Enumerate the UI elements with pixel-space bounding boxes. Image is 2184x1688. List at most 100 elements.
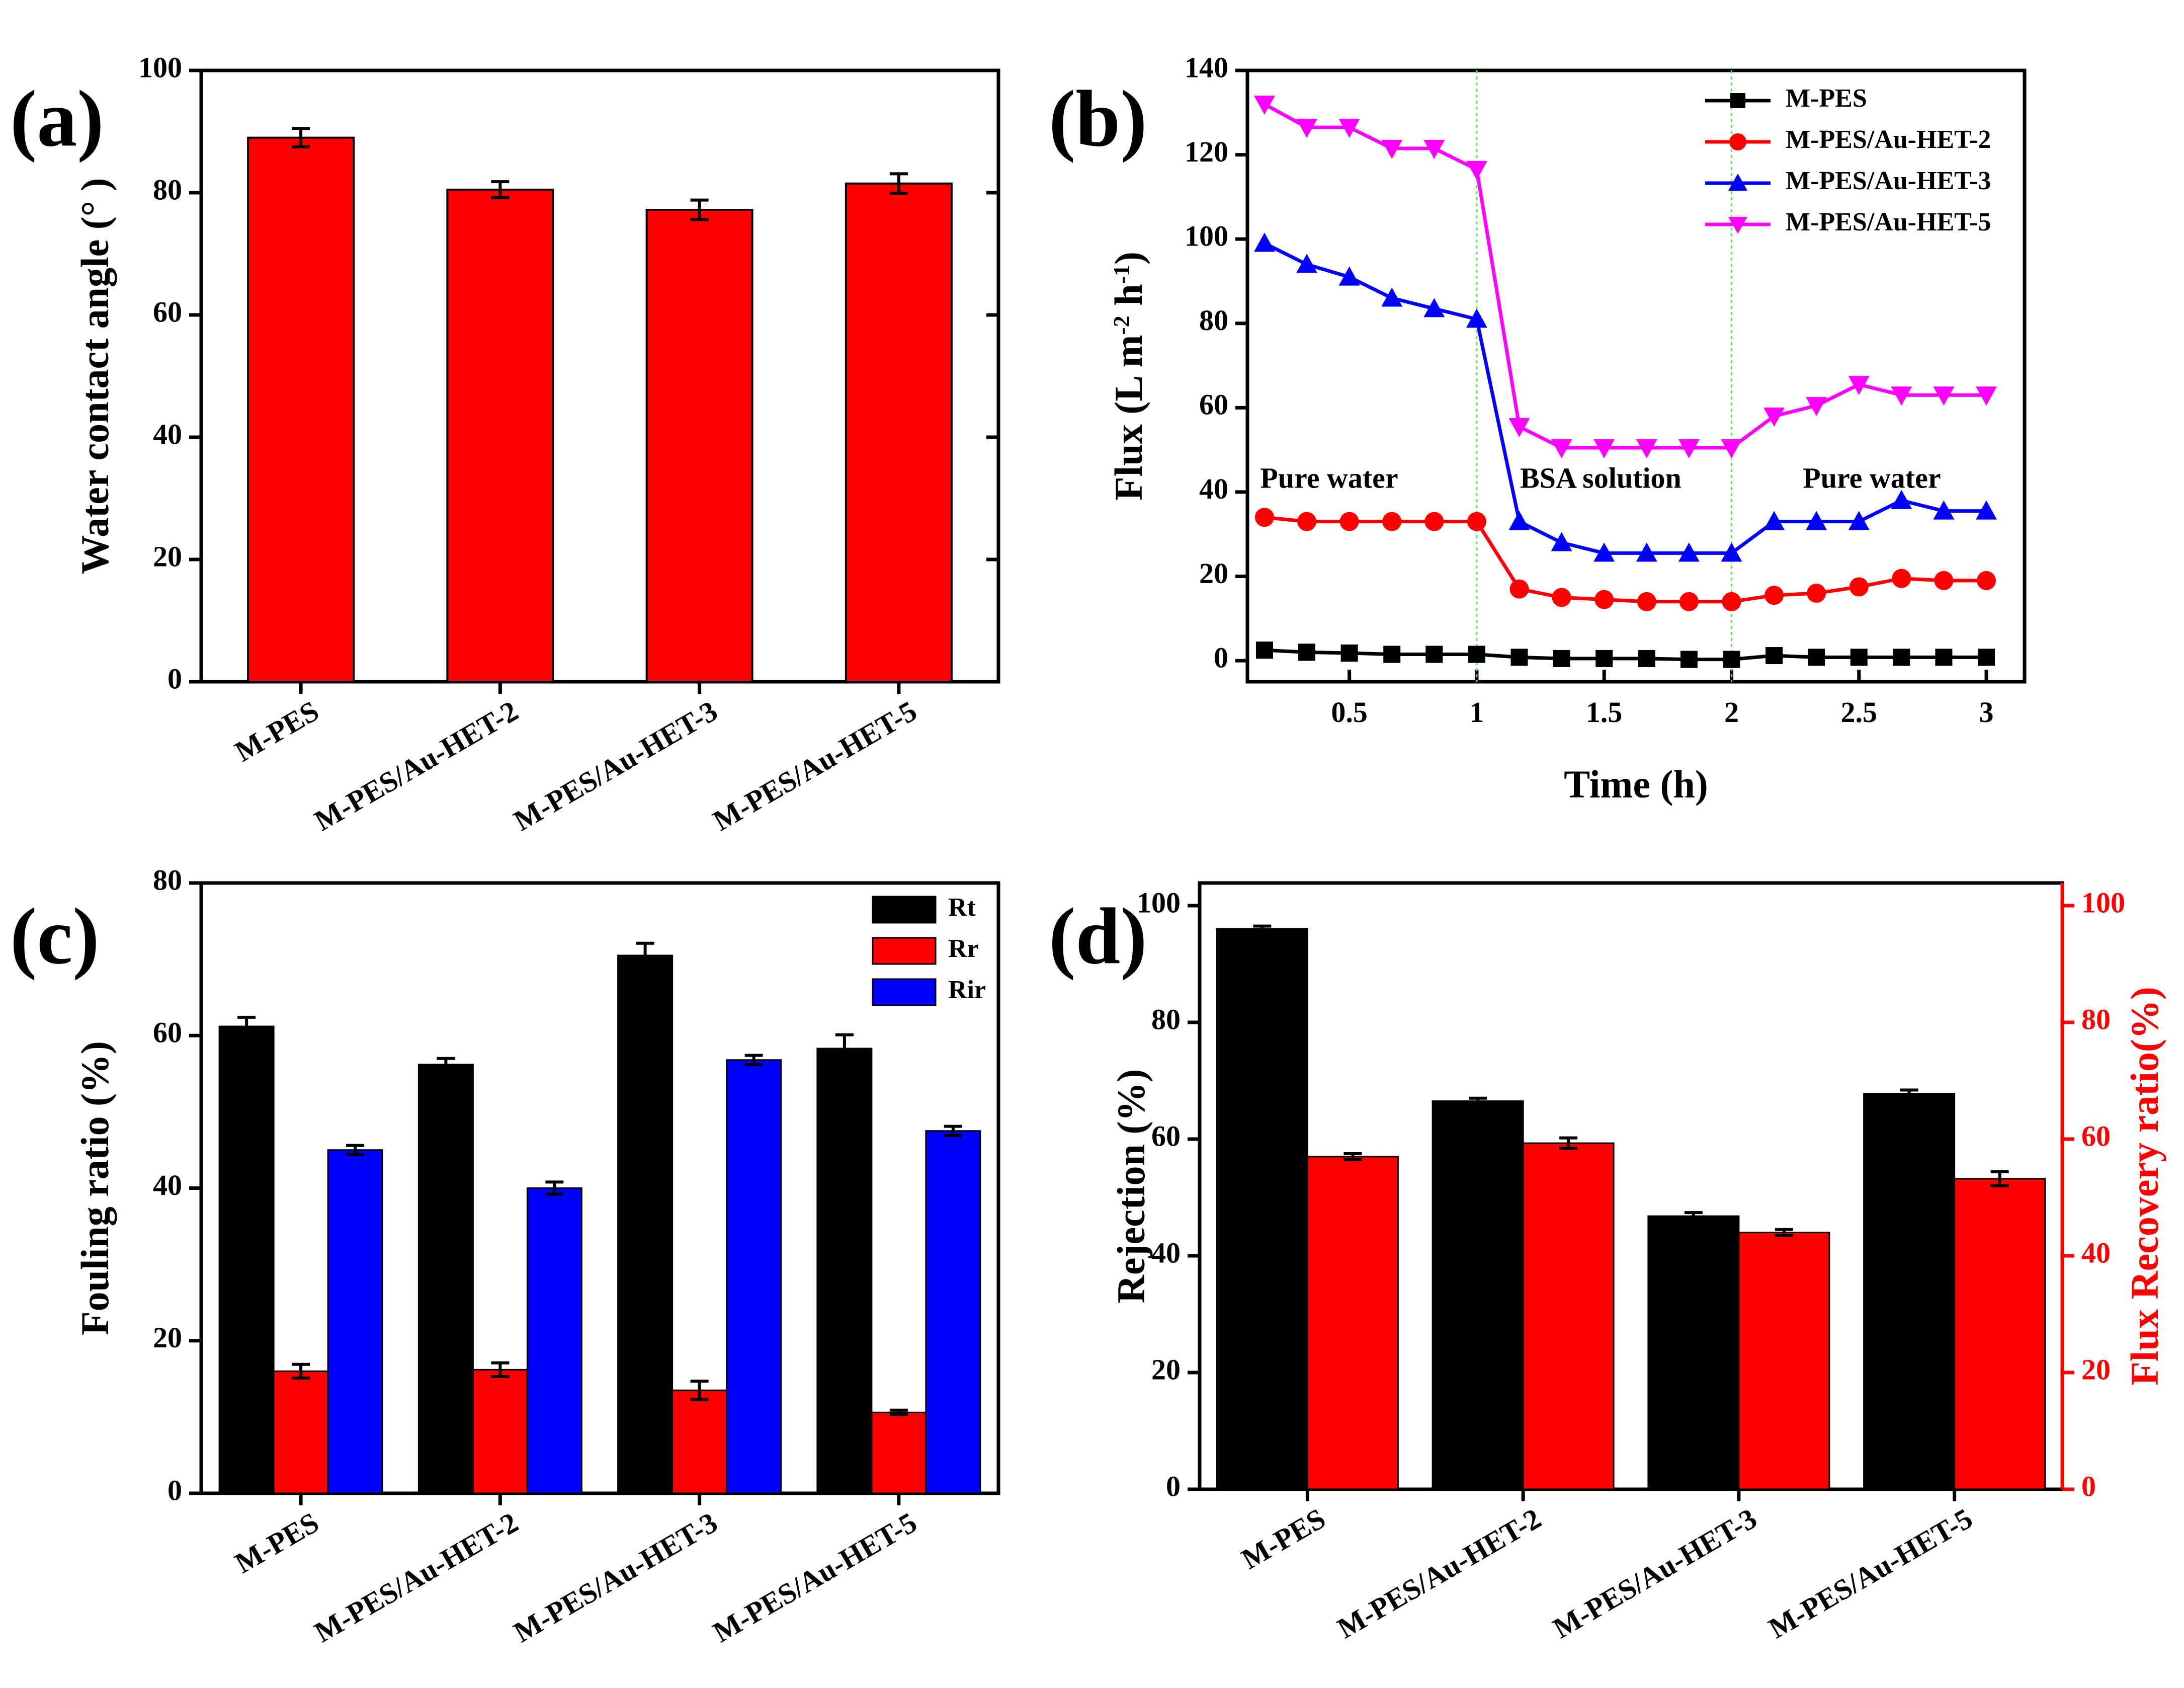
panel-label: (c) — [10, 891, 100, 981]
data-point — [1808, 649, 1825, 666]
data-point — [1721, 439, 1742, 458]
data-point — [1339, 512, 1359, 531]
data-point — [1806, 397, 1827, 417]
data-point — [1638, 650, 1655, 667]
legend-marker — [1728, 217, 1747, 234]
data-point — [1935, 649, 1953, 666]
data-point — [1893, 649, 1910, 666]
legend-label: M-PES/Au-HET-2 — [1786, 125, 1991, 154]
panel-c: (c)020406080M-PESM-PES/Au-HET-2M-PES/Au-… — [10, 863, 1000, 1649]
data-point — [1253, 232, 1275, 252]
data-point — [1636, 542, 1657, 562]
data-point — [1338, 266, 1360, 286]
y-tick-label: 0 — [1166, 1470, 1181, 1502]
bar — [417, 1064, 474, 1494]
data-point — [1678, 542, 1700, 562]
legend-label: M-PES/Au-HET-5 — [1786, 208, 1991, 236]
legend-swatch — [872, 937, 937, 965]
data-point — [1848, 376, 1870, 395]
y-tick-label: 80 — [153, 863, 182, 896]
bar — [1954, 1178, 2046, 1490]
y-tick-label: 120 — [1185, 135, 1228, 168]
bar — [1738, 1232, 1830, 1490]
y-axis-title: Flux (L m-2 h-1) — [1107, 252, 1150, 501]
x-category-label: M-PES — [1236, 1502, 1331, 1576]
data-point — [1678, 439, 1700, 458]
data-point — [1509, 579, 1529, 599]
bar — [1306, 1156, 1399, 1490]
data-point — [1510, 649, 1528, 666]
y-tick-label: 0 — [2081, 1470, 2096, 1502]
y-tick-label: 80 — [1151, 1003, 1181, 1035]
data-point — [1850, 649, 1868, 666]
y-tick-label: 20 — [1199, 557, 1228, 590]
y-axis-title: Rejection (%) — [1109, 1069, 1153, 1304]
x-tick-label: 2.5 — [1840, 696, 1877, 729]
legend-marker — [1730, 93, 1745, 108]
data-point — [1892, 569, 1911, 588]
data-point — [1977, 571, 1996, 590]
data-point — [1849, 577, 1869, 597]
bar — [1647, 1215, 1740, 1490]
legend-label: Rt — [948, 893, 976, 922]
x-category-label: M-PES/Au-HET-5 — [707, 1506, 922, 1649]
y-tick-label: 140 — [1185, 51, 1228, 84]
x-category-label: M-PES — [229, 1506, 324, 1580]
y-tick-label: 0 — [167, 1474, 182, 1506]
data-point — [1296, 254, 1318, 273]
y-axis-title-superscript: -1 — [1109, 265, 1134, 284]
bar — [273, 1370, 329, 1494]
data-point — [1553, 650, 1570, 667]
data-point — [1763, 511, 1785, 530]
panel-label: (a) — [10, 73, 104, 163]
data-point — [1806, 511, 1827, 530]
legend-label: Rir — [948, 976, 986, 1004]
y-tick-label: 100 — [138, 51, 182, 84]
y-tick-label: 100 — [1185, 219, 1228, 252]
data-point — [1255, 641, 1273, 659]
x-tick-label: 0.5 — [1331, 696, 1368, 729]
x-category-label: M-PES/Au-HET-2 — [309, 1506, 524, 1649]
y-tick-label: 60 — [2081, 1119, 2111, 1152]
bar — [617, 954, 674, 1494]
bar — [1522, 1142, 1615, 1490]
data-point — [1466, 308, 1487, 328]
x-tick-label: 1 — [1469, 696, 1484, 729]
panel-b: (b) 0 20 40 60 80 100 120 140 0.5 1 1.5 2 2.5 3 Pure wa… — [1049, 51, 2027, 806]
legend-marker — [1728, 174, 1747, 191]
legend-marker — [1729, 133, 1746, 150]
data-point — [1594, 590, 1614, 609]
data-point — [1976, 386, 1997, 406]
x-category-label: M-PES/Au-HET-5 — [707, 694, 922, 837]
data-point — [1848, 511, 1870, 530]
data-point — [1467, 512, 1486, 531]
data-point — [1297, 512, 1317, 531]
bar — [871, 1411, 927, 1494]
bar — [1216, 928, 1308, 1490]
data-point — [1253, 96, 1275, 115]
x-tick-label: 3 — [1979, 696, 1994, 729]
plot-frame — [1245, 68, 2027, 684]
data-point — [1636, 439, 1657, 458]
series-line — [1264, 242, 1987, 555]
data-point — [1468, 646, 1485, 663]
y-axis-title-part: h — [1107, 284, 1150, 315]
data-point — [1766, 647, 1783, 665]
bar — [472, 1369, 528, 1494]
series-line — [1264, 648, 1987, 662]
y-tick-label: 40 — [153, 1169, 182, 1201]
data-point — [1552, 588, 1571, 607]
panel-a: (a)020406080100M-PESM-PES/Au-HET-2M-PES/… — [10, 51, 1000, 837]
series-line — [1264, 102, 1987, 450]
phase-annotation: BSA solution — [1520, 462, 1682, 495]
data-point — [1721, 542, 1742, 562]
y-axis-title-superscript: -2 — [1109, 315, 1134, 335]
x-category-label: M-PES/Au-HET-5 — [1763, 1502, 1978, 1645]
panel-label: (b) — [1049, 73, 1147, 163]
y-axis-title-part: Flux (L m — [1107, 335, 1150, 501]
x-category-label: M-PES/Au-HET-2 — [1332, 1502, 1547, 1645]
data-point — [1338, 119, 1360, 138]
bar — [446, 188, 554, 683]
